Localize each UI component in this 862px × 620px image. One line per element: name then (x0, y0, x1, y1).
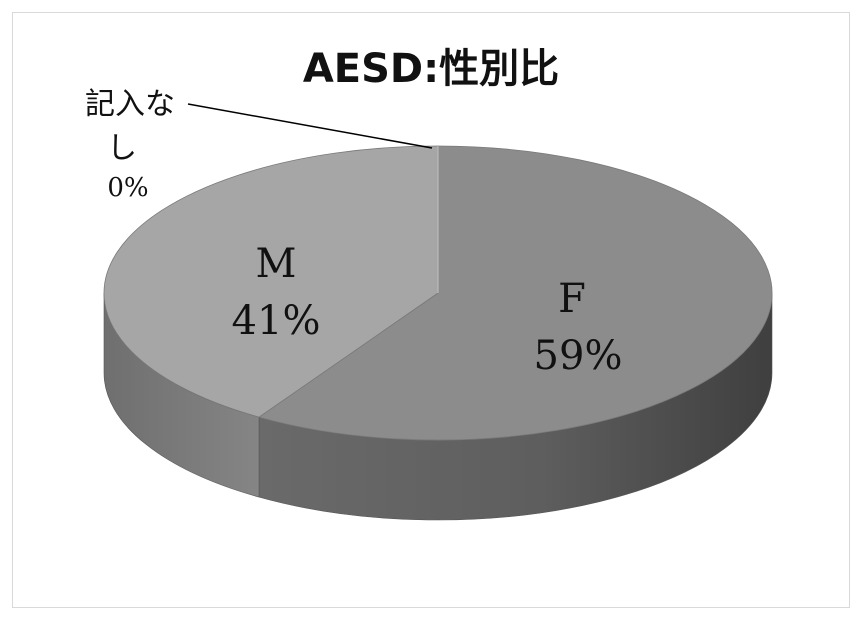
pie-slice-m (103, 145, 439, 418)
slice-percent-f: 59% (534, 333, 623, 379)
pie-slice-f (258, 145, 773, 441)
pie-top (103, 145, 773, 441)
slice-percent-none: 0% (107, 173, 148, 203)
slice-percent-m: 41% (232, 298, 321, 344)
slice-label-f: F (558, 276, 586, 322)
slice-label-none-line1: 記入な (85, 87, 175, 122)
chart-title: AESD:性別比 (303, 46, 559, 92)
slice-label-m: M (256, 241, 297, 287)
leader-line (187, 103, 433, 149)
slice-label-none-line2: し (107, 131, 137, 166)
